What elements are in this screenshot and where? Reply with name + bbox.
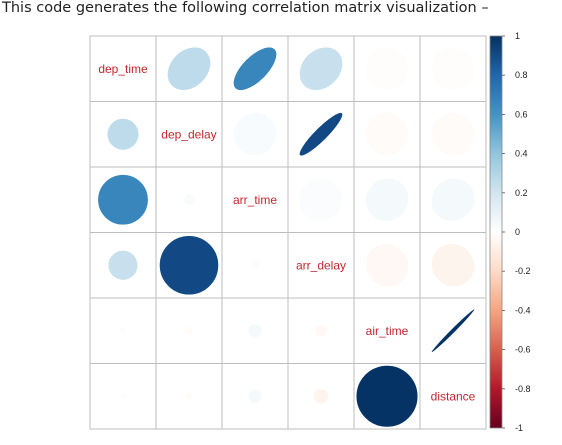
colorbar-tick-label: 0 [515,227,520,237]
circle-arr_time-dep_time [97,174,149,226]
matrix-shapes [97,46,475,428]
colorbar-tick-label: 0.8 [515,70,528,80]
ellipse-dep_time-arr_delay [299,46,343,91]
ellipse-dep_time-distance [431,46,475,91]
ellipse-dep_time-air_time [365,46,409,91]
variable-label-dep_time: dep_time [98,62,148,76]
ellipse-air_time-distance [431,308,475,353]
circle-air_time-dep_time [119,327,127,335]
variable-label-distance: distance [431,389,476,403]
ellipse-arr_time-air_time [365,177,409,222]
variable-labels: dep_time dep_delay arr_time arr_delay air_ti… [98,62,475,404]
ellipse-arr_delay-distance [431,243,475,288]
circle-air_time-arr_time [247,323,263,338]
circle-dep_delay-dep_time [106,118,140,151]
colorbar-tick-label: -0.6 [515,345,531,355]
colorbar-tick-label: -1 [515,423,523,433]
ellipse-dep_delay-distance [431,112,475,157]
ellipse-dep_delay-arr_time [233,112,277,157]
colorbar-tick-label: -0.8 [515,384,531,394]
circle-distance-dep_time [119,392,127,400]
circle-distance-dep_delay [184,391,194,401]
colorbar-tick-label: 0.4 [515,149,528,159]
colorbar-tick-label: 0.2 [515,188,528,198]
matrix-cells [89,35,487,430]
ellipse-arr_time-distance [431,177,475,222]
ellipse-dep_delay-air_time [365,112,409,157]
colorbar-tick-label: 1 [515,31,520,41]
ellipse-dep_delay-arr_delay [299,112,343,157]
variable-label-dep_delay: dep_delay [161,127,216,141]
variable-label-arr_time: arr_time [233,193,277,207]
caption: This code generates the following correl… [2,0,489,16]
cell-arr_time-arr_time [221,166,289,233]
ellipse-arr_delay-air_time [365,243,409,288]
cell-distance-distance [419,363,487,430]
circle-arr_delay-dep_delay [159,235,219,296]
circle-arr_delay-arr_time [250,260,260,270]
circle-distance-arr_time [247,389,263,404]
cell-air_time-air_time [353,297,421,364]
variable-label-arr_delay: arr_delay [296,258,346,272]
cell-arr_delay-arr_delay [287,232,355,299]
ellipse-dep_time-dep_delay [167,46,211,91]
ellipse-arr_time-arr_delay [299,177,343,222]
circle-arr_time-dep_delay [183,194,195,206]
circle-distance-arr_delay [313,388,329,405]
cell-dep_delay-dep_delay [155,101,223,168]
colorbar-gradient [489,35,503,429]
circle-arr_delay-dep_time [107,250,139,281]
circle-distance-air_time [355,365,419,428]
colorbar-tick-label: -0.2 [515,266,531,276]
colorbar-tick-label: 0.6 [515,109,528,119]
ellipse-dep_time-arr_time [233,46,277,91]
variable-label-air_time: air_time [366,324,409,338]
circle-air_time-arr_delay [314,324,328,338]
circle-air_time-dep_delay [184,326,194,336]
colorbar-tick-label: -0.4 [515,305,531,315]
colorbar: 1 0.8 0.6 0.4 0.2 0 -0.2 -0.4 -0.6 -0.8 -1 [489,31,531,433]
